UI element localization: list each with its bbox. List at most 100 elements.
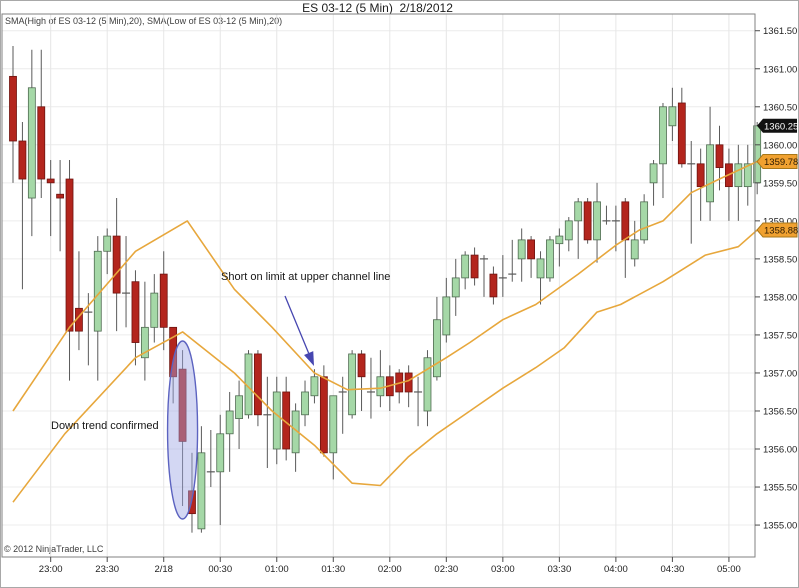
candlestick-bar xyxy=(282,376,291,461)
price-tick-label: 1356.00 xyxy=(763,445,797,456)
candlestick-bar xyxy=(527,236,535,278)
candlestick-bar xyxy=(169,326,178,404)
candlestick-bar xyxy=(583,198,592,244)
candlestick-bar xyxy=(611,205,620,252)
candlestick-bar xyxy=(18,121,27,290)
candlestick-bar xyxy=(150,274,159,343)
candlestick-bar xyxy=(301,380,309,427)
plot-border xyxy=(1,13,756,558)
candlestick-bar xyxy=(84,293,93,366)
candlestick-bar xyxy=(93,236,102,381)
candlestick-bar xyxy=(423,350,432,427)
candlestick-bar xyxy=(376,350,385,408)
candlestick-bar xyxy=(442,277,451,343)
candlestick-bar xyxy=(508,239,517,282)
candlestick-bar xyxy=(254,350,262,427)
candlestick-bar xyxy=(197,426,206,533)
candlestick-bar xyxy=(593,182,601,263)
candlestick-bar xyxy=(46,160,55,237)
candlestick-bar xyxy=(564,217,573,252)
candlestick-bar xyxy=(131,270,140,366)
price-tick-label: 1358.00 xyxy=(763,292,797,303)
price-tick-label: 1361.00 xyxy=(763,64,797,75)
time-tick-label: 05:00 xyxy=(717,564,741,575)
time-tick-label: 00:30 xyxy=(208,564,232,575)
time-tick-label: 02:30 xyxy=(434,564,458,575)
candlestick-bar xyxy=(536,251,545,305)
svg-text:1360.25: 1360.25 xyxy=(764,121,798,132)
candlestick-bar xyxy=(385,365,394,411)
candlestick-bar xyxy=(56,160,64,252)
candlestick-bar xyxy=(451,258,460,316)
time-tick-label: 23:30 xyxy=(95,564,119,575)
sma-low-line xyxy=(12,229,758,503)
candlestick-bar xyxy=(555,228,564,267)
time-tick-label: 01:30 xyxy=(321,564,345,575)
candlestick-bar xyxy=(668,87,677,142)
chart-title: ES 03-12 (5 Min) 2/18/2012 xyxy=(302,1,453,15)
price-tick-label: 1359.00 xyxy=(763,216,797,227)
candlestick-bar xyxy=(206,429,215,488)
price-tick-label: 1359.50 xyxy=(763,178,797,189)
candlestick-bar xyxy=(659,102,667,199)
time-tick-label: 03:00 xyxy=(491,564,515,575)
time-axis: 23:00 23:30 2/18 00:30 01:00 01:30 02:00 02:30 0… xyxy=(39,557,741,575)
candlestick-bar xyxy=(649,160,658,206)
time-tick-label: 03:30 xyxy=(547,564,571,575)
candlestick-bar xyxy=(216,414,225,526)
indicator-label: SMA(High of ES 03-12 (5 Min),20), SMA(Lo… xyxy=(5,16,283,26)
candlestick-bar xyxy=(470,247,479,286)
candlestick-bar xyxy=(461,251,470,290)
candlestick-bar xyxy=(404,365,413,408)
candlestick-bar xyxy=(546,236,554,282)
candlestick-bar xyxy=(602,205,611,225)
candlestick-bar xyxy=(725,148,733,221)
price-tick-label: 1357.50 xyxy=(763,330,797,341)
price-tick-label: 1360.00 xyxy=(763,140,797,151)
candlestick-bar xyxy=(574,198,583,259)
svg-text:1358.88: 1358.88 xyxy=(764,225,798,236)
price-tick-label: 1357.00 xyxy=(763,368,797,379)
candlestick-bar xyxy=(743,144,752,206)
candlestick-bar xyxy=(630,220,639,267)
candlestick-bar xyxy=(696,148,705,221)
annotation-arrow xyxy=(284,295,314,366)
candlestick-bar xyxy=(395,369,404,404)
price-tick-label: 1355.00 xyxy=(763,521,797,532)
candlestick-bar xyxy=(112,198,121,332)
price-tick-label: 1356.50 xyxy=(763,406,797,417)
time-tick-label: 23:00 xyxy=(39,564,63,575)
price-tick-label: 1361.50 xyxy=(763,26,797,37)
time-tick-label: 2/18 xyxy=(154,564,173,575)
sma-low-tag: 1358.88 xyxy=(756,222,798,238)
copyright-label: © 2012 NinjaTrader, LLC xyxy=(4,544,104,554)
annotation-short-note: Short on limit at upper channel line xyxy=(221,271,391,283)
sma-high-tag: 1359.78 xyxy=(756,154,798,170)
candlestick-bar xyxy=(159,251,168,351)
annotation-downtrend-note: Down trend confirmed xyxy=(51,420,159,432)
candlestick-bar xyxy=(310,369,319,404)
candlestick-bar xyxy=(432,296,441,381)
time-tick-label: 02:00 xyxy=(378,564,402,575)
candlestick-bar xyxy=(178,350,187,507)
candlestick-bar xyxy=(37,49,46,199)
candlestick-bar xyxy=(103,228,112,275)
price-tick-label: 1360.50 xyxy=(763,102,797,113)
last-price-tag: 1360.25 xyxy=(757,118,798,133)
candlestick-bar xyxy=(291,403,300,472)
candlestick-bar xyxy=(338,376,347,434)
candlestick-bar xyxy=(263,376,272,469)
candlestick-bar xyxy=(272,376,281,465)
candlestick-bar xyxy=(225,391,234,472)
sma-high-line xyxy=(12,160,758,412)
candlestick-bar xyxy=(640,194,649,244)
time-tick-label: 01:00 xyxy=(265,564,289,575)
time-tick-label: 04:30 xyxy=(661,564,685,575)
highlight-ellipse xyxy=(166,340,199,520)
candlestick-bar xyxy=(235,380,243,450)
candlestick-bar xyxy=(329,395,338,480)
time-tick-label: 04:00 xyxy=(604,564,628,575)
price-tick-label: 1358.50 xyxy=(763,254,797,265)
